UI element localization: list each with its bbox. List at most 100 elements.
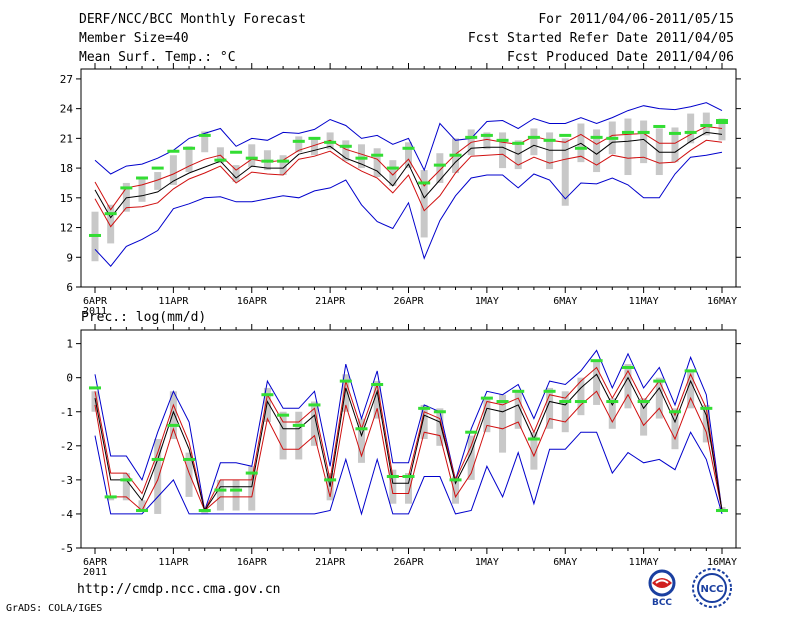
ncc-logo-icon: NCC [690, 566, 734, 614]
x-tick-label: 16MAY [707, 296, 737, 307]
ensemble-mean-mark [355, 427, 368, 431]
ensemble-mean-mark [292, 423, 305, 427]
ensemble-mean-mark [606, 136, 619, 140]
spread-bar [232, 165, 240, 182]
x-tick-label: 1MAY [475, 296, 499, 307]
grads-credit: GrADS: COLA/IGES [6, 603, 103, 614]
member-size-label: Member Size=40 [79, 31, 189, 46]
ensemble-mean-mark [559, 133, 572, 137]
spread-bar [577, 377, 585, 416]
max-line [94, 349, 723, 511]
ensemble-mean-mark [606, 400, 619, 404]
spread-bar [530, 128, 538, 156]
spread-bar [185, 452, 193, 497]
spread-bar [310, 137, 318, 156]
y-tick-label: -2 [60, 440, 73, 453]
plot-frame [80, 329, 737, 549]
q25-line [94, 390, 723, 512]
spread-bar [342, 140, 350, 162]
ensemble-mean-mark [371, 383, 384, 386]
ensemble-mean-mark [716, 119, 728, 123]
spread-bar [169, 155, 177, 185]
spread-bar [122, 473, 130, 501]
x-tick-label: 6MAY [553, 296, 577, 307]
spread-bar [169, 391, 177, 439]
spread-bar [389, 469, 397, 504]
y-tick-label: 9 [66, 251, 73, 264]
ensemble-mean-mark [700, 123, 713, 127]
ensemble-mean-mark [653, 124, 666, 128]
spread-bar [530, 432, 538, 470]
ensemble-mean-mark [308, 136, 321, 140]
ensemble-mean-mark [324, 478, 337, 482]
spread-bar [420, 404, 428, 439]
ensemble-mean-mark [261, 393, 274, 397]
spread-bar [185, 146, 193, 173]
forecast-produced-label: Fcst Produced Date 2011/04/06 [507, 50, 734, 65]
ensemble-mean-mark [104, 495, 117, 499]
y-tick-label: 21 [60, 132, 73, 145]
ensemble-mean-mark [684, 369, 697, 373]
x-tick-label: 26APR [393, 296, 424, 307]
q75-line [94, 125, 723, 211]
ensemble-mean-mark [292, 139, 305, 143]
ensemble-mean-mark [167, 149, 180, 153]
ensemble-mean-mark [653, 379, 666, 383]
ensemble-mean-mark [465, 430, 478, 434]
ensemble-mean-mark [89, 233, 101, 237]
y-tick-label: -1 [60, 406, 73, 419]
ensemble-mean-mark [559, 400, 572, 404]
spread-bar [467, 435, 475, 480]
x-year-label: 2011 [83, 306, 107, 317]
spread-bar [357, 144, 365, 169]
ensemble-mean-mark [590, 359, 603, 363]
min-line [94, 151, 723, 267]
ensemble-mean-mark [277, 159, 290, 163]
spread-bar [154, 172, 162, 190]
ensemble-mean-mark [104, 212, 117, 216]
ensemble-mean-mark [449, 478, 462, 482]
ensemble-mean-mark [151, 166, 164, 170]
ensemble-mean-mark [386, 166, 399, 170]
ensemble-mean-mark [339, 379, 352, 383]
ensemble-mean-mark [621, 365, 634, 369]
spread-bar [248, 144, 256, 168]
spread-bar [514, 391, 522, 429]
ensemble-mean-mark [433, 410, 446, 414]
spread-bar [405, 473, 412, 504]
ensemble-mean-mark [308, 403, 321, 407]
ensemble-mean-mark [543, 389, 556, 393]
spread-bar [702, 404, 710, 443]
ensemble-mean-mark [574, 400, 587, 404]
ensemble-mean-mark [480, 133, 493, 137]
x-tick-label: 11MAY [629, 557, 659, 568]
spread-bar [452, 476, 460, 504]
y-tick-label: -3 [60, 474, 73, 487]
ensemble-mean-mark [89, 386, 101, 390]
forecast-start-label: Fcst Started Refer Date 2011/04/05 [467, 31, 734, 46]
spread-bar [295, 136, 303, 153]
spread-bar [499, 394, 507, 453]
spread-bar [499, 132, 507, 169]
x-tick-label: 11MAY [629, 296, 659, 307]
x-tick-label: 21APR [315, 557, 346, 568]
ensemble-mean-mark [277, 413, 290, 417]
ensemble-mean-mark [120, 186, 133, 190]
ensemble-mean-mark [261, 159, 274, 163]
panel-subtitle: Prec.: log(mm/d) [81, 310, 206, 325]
spread-bar [91, 391, 99, 412]
spread-bar [279, 155, 287, 176]
spread-bar [718, 118, 726, 141]
y-tick-label: 1 [66, 338, 73, 351]
spread-bar [671, 408, 679, 450]
ensemble-mean-mark [480, 396, 493, 400]
x-tick-label: 16APR [237, 296, 268, 307]
ensemble-mean-mark [339, 144, 352, 148]
spread-bar [624, 364, 632, 409]
bcc-logo-text: BCC [652, 598, 672, 608]
spread-bar [107, 204, 115, 244]
spread-bar [138, 178, 146, 202]
y-tick-label: -4 [60, 508, 74, 521]
source-url[interactable]: http://cmdp.ncc.cma.gov.cn [77, 582, 281, 597]
